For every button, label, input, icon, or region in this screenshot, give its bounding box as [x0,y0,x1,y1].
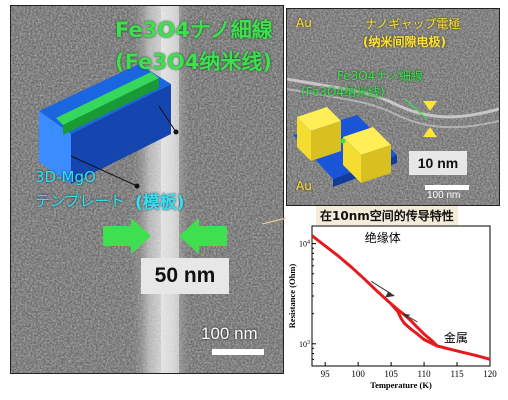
series-line-2 [390,302,439,348]
electrode-label: ナノギャップ電極 [365,17,461,31]
width-arrow-right [179,218,227,254]
y-axis-label: Resistance (Ohm) [287,264,297,329]
nanowire-title: Fe3O4ナノ細線 [115,18,273,42]
scale-bar-b-label: 100 nm [427,190,461,201]
y-tick-label: 103 [299,340,310,349]
electrode-schematic [293,107,397,187]
gap-boundary [287,77,499,119]
sem-image-nanogap: Au ナノギャップ電極 (纳米间隙电极) Fe3O4ナノ細線 (Fe3O4纳米线… [286,8,500,206]
y-tick-label: 104 [299,240,310,249]
gap-size-label: 10 nm [409,151,467,175]
plot-frame [311,225,491,367]
sem-texture [11,6,283,373]
wire-label-b-cn: (Fe3O4纳米线) [301,85,385,99]
scale-bar-a-label: 100 nm [201,324,258,343]
scale-bar-a [212,349,264,355]
x-tick-label: 110 [417,369,431,379]
wire-label-b: Fe3O4ナノ細線 [337,69,423,83]
x-axis-label: Temperature (K) [370,380,432,390]
x-tick-label: 120 [483,369,497,379]
nanogap-texture [287,9,499,205]
annotation-insulator: 绝缘体 [365,230,401,245]
au-label-top: Au [296,16,312,30]
nanowire-schematic [39,64,171,184]
leader-line-wire-b [404,98,428,120]
gap-arrow-up [423,127,437,137]
template-label-cn: (模板) [135,193,185,213]
template-label: 3D-MgO [35,168,96,186]
scale-bar-b [425,185,469,190]
gap-boundary-lower [287,88,499,129]
annotation-metal: 金属 [444,330,468,345]
resistance-chart: 95 100 105 110 115 120 103 104 Temperature (K) Re… [287,225,497,390]
leader-line-wire [158,105,177,133]
width-arrow-left [103,218,151,254]
arrow-heating-head [402,313,411,319]
x-tick-label: 115 [450,369,464,379]
series-line-1 [311,234,491,361]
sem-image-nanowire: Fe3O4ナノ細線 (Fe3O4纳米线) 3D-MgO テンプレート (模板) … [10,5,284,374]
resistance-chart-panel: 在10nm空间的传导特性 95 100 105 110 115 120 103 104 Temp… [286,206,500,392]
arrow-cooling-head [385,291,395,298]
chart-title: 在10nm空间的传导特性 [316,206,458,225]
au-label-bottom: Au [296,179,312,193]
x-tick-label: 100 [351,369,365,379]
electrode-label-cn: (纳米间隙电极) [363,35,446,49]
gap-arrow-down [423,101,437,111]
x-tick-label: 105 [384,369,398,379]
wire-width-label: 50 nm [141,258,229,294]
leader-line-template [70,155,138,187]
template-label-2: テンプレート [35,192,125,210]
nanowire-title-cn: (Fe3O4纳米线) [115,50,273,74]
x-tick-label: 95 [321,369,331,379]
